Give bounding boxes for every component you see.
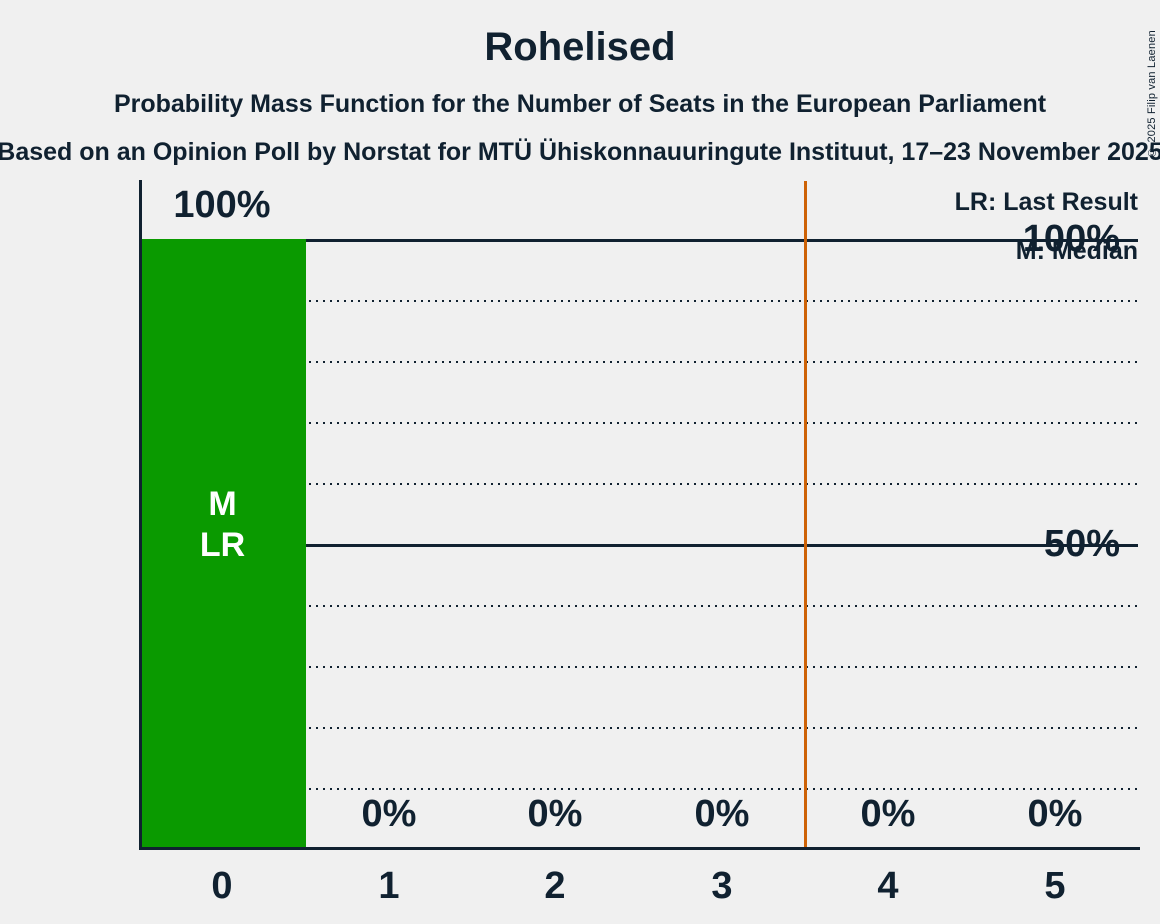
gridline-10 [141, 788, 1138, 790]
gridline-90 [141, 300, 1138, 302]
y-tick-50: 50% [1043, 523, 1120, 565]
gridline-100 [141, 239, 1138, 242]
median-marker: M [208, 485, 237, 523]
value-label-seat-1: 0% [361, 793, 417, 835]
value-label-seat-3: 0% [694, 793, 750, 835]
threshold-line [804, 181, 807, 847]
chart-title: Rohelised [484, 25, 676, 69]
x-tick-1: 1 [378, 865, 400, 907]
x-tick-4: 4 [877, 865, 899, 907]
gridline-20 [141, 727, 1138, 729]
gridline-30 [141, 666, 1138, 668]
legend-median: M: Median [1015, 237, 1138, 265]
bar-annotation: M LR [162, 484, 283, 566]
gridline-60 [141, 483, 1138, 485]
gridline-80 [141, 361, 1138, 363]
gridline-50 [141, 544, 1138, 547]
value-label-seat-2: 0% [527, 793, 583, 835]
y-tick-100: 100% [1022, 218, 1120, 260]
value-label-seat-4: 0% [860, 793, 916, 835]
x-tick-5: 5 [1044, 865, 1066, 907]
legend-last-result: LR: Last Result [954, 188, 1138, 216]
x-axis [139, 847, 1140, 850]
x-tick-0: 0 [211, 865, 233, 907]
value-label-seat-5: 0% [1027, 793, 1083, 835]
bar-seat-0 [141, 239, 306, 848]
x-tick-2: 2 [544, 865, 566, 907]
y-axis [139, 180, 142, 850]
value-label-seat-0: 100% [173, 184, 271, 226]
last-result-marker: LR [199, 526, 246, 564]
gridline-70 [141, 422, 1138, 424]
copyright-notice: © 2025 Filip van Laenen [1146, 30, 1158, 158]
gridline-40 [141, 605, 1138, 607]
x-tick-3: 3 [711, 865, 733, 907]
chart-source-line: Based on an Opinion Poll by Norstat for … [0, 138, 1160, 166]
chart-subtitle: Probability Mass Function for the Number… [113, 90, 1047, 118]
